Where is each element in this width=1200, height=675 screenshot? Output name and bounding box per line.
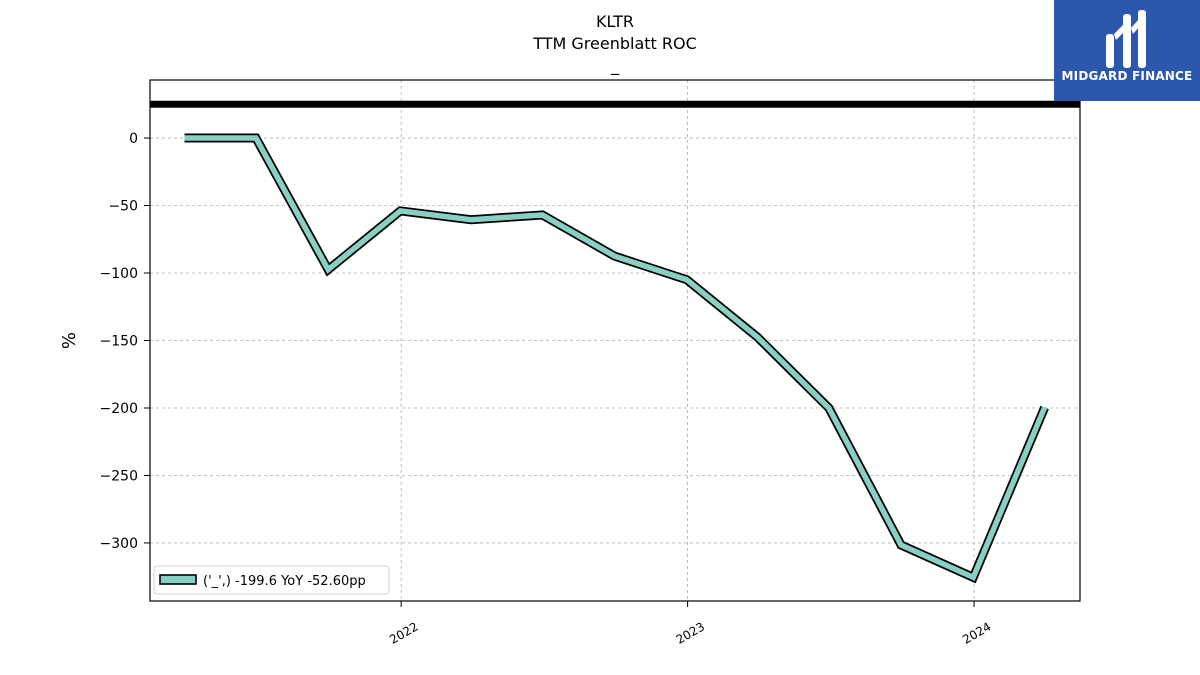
legend: ('_',) -199.6 YoY -52.60pp: [153, 565, 390, 595]
midgard-finance-logo: MIDGARD FINANCE: [1054, 0, 1200, 101]
y-tick-label: −150: [100, 334, 138, 350]
logo-text: MIDGARD FINANCE: [1061, 69, 1193, 83]
y-axis-label: %: [59, 332, 80, 349]
y-tick-label: −250: [100, 468, 138, 484]
series-line: [184, 135, 1048, 582]
x-tick-label: 2022: [387, 619, 420, 646]
title-line-1: TTM Greenblatt ROC: [532, 34, 697, 53]
series-line-outline: [184, 133, 1049, 584]
y-tick-label: −300: [100, 536, 138, 552]
x-tick-label: 2023: [674, 619, 707, 646]
y-tick-label: 0: [129, 131, 138, 147]
midgard-logo-icon: [1106, 10, 1146, 68]
x-tick-label: 2024: [960, 619, 993, 646]
axes: 0 −50 −100 −150 −200 −250 −300 2022 2023 2024%: [59, 79, 1081, 647]
legend-box: [153, 565, 390, 595]
series-lines: [184, 133, 1049, 584]
y-tick-label: −50: [108, 199, 138, 215]
grid: [150, 80, 1080, 601]
legend-swatch: [159, 574, 197, 585]
title-line-2: _: [610, 56, 620, 76]
y-tick-label: −100: [100, 266, 138, 282]
chart-title: KLTR TTM Greenblatt ROC _: [532, 12, 697, 76]
legend-label: ('_',) -199.6 YoY -52.60pp: [203, 574, 366, 589]
y-tick-label: −200: [100, 401, 138, 417]
title-line-0: KLTR: [596, 12, 634, 31]
